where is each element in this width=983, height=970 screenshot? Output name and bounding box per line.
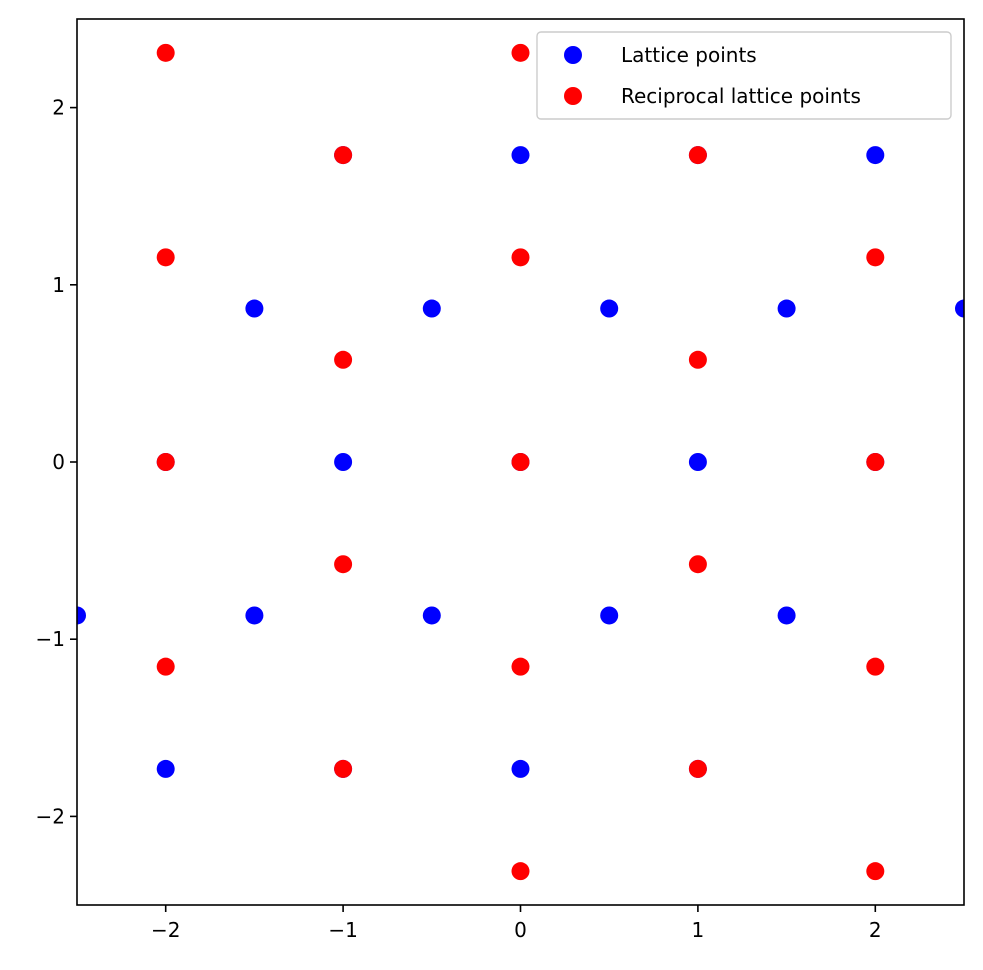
data-point — [777, 606, 796, 625]
data-point — [334, 759, 353, 778]
data-point — [688, 555, 707, 574]
data-point — [511, 43, 530, 62]
x-axis-ticks: −2 −1 0 1 2 — [151, 905, 882, 942]
data-point — [156, 657, 175, 676]
data-point — [245, 606, 264, 625]
x-tick-label: 2 — [869, 918, 882, 942]
y-tick-label: 1 — [52, 273, 65, 297]
axes-frame — [76, 18, 965, 906]
data-point — [511, 453, 530, 471]
data-point — [334, 350, 353, 369]
data-point — [334, 453, 353, 471]
legend-label: Lattice points — [621, 43, 757, 67]
data-point — [511, 759, 530, 778]
y-tick-label: 0 — [52, 450, 65, 474]
legend-marker — [564, 46, 582, 64]
data-point — [334, 146, 353, 165]
data-point — [77, 606, 86, 625]
data-point — [511, 657, 530, 676]
data-point — [866, 453, 885, 471]
y-tick-label: −1 — [36, 627, 65, 651]
data-point — [866, 657, 885, 676]
x-tick-label: −1 — [328, 918, 357, 942]
data-point — [866, 146, 885, 165]
y-tick-label: −2 — [36, 804, 65, 828]
data-point — [600, 606, 619, 625]
x-tick-label: −2 — [151, 918, 180, 942]
data-points — [77, 43, 964, 881]
data-point — [156, 759, 175, 778]
data-point — [511, 146, 530, 165]
y-axis-ticks: −2 −1 0 1 2 — [36, 96, 77, 828]
data-point — [688, 146, 707, 165]
data-point — [156, 43, 175, 62]
y-tick-label: 2 — [52, 96, 65, 120]
x-tick-label: 0 — [514, 918, 527, 942]
data-point — [866, 862, 885, 881]
data-point — [334, 555, 353, 574]
data-point — [511, 248, 530, 267]
data-point — [245, 299, 264, 318]
series-reciprocal-points — [156, 43, 885, 881]
data-point — [511, 862, 530, 881]
data-point — [156, 453, 175, 471]
data-point — [688, 350, 707, 369]
data-point — [955, 299, 964, 318]
legend-marker — [564, 87, 582, 105]
x-tick-label: 1 — [692, 918, 705, 942]
data-point — [688, 759, 707, 778]
data-point — [777, 299, 796, 318]
legend-label: Reciprocal lattice points — [621, 84, 861, 108]
legend-box — [536, 31, 952, 120]
data-point — [422, 299, 441, 318]
legend: Lattice points Reciprocal lattice points — [536, 31, 952, 120]
data-point — [866, 248, 885, 267]
data-point — [600, 299, 619, 318]
data-point — [156, 248, 175, 267]
data-point — [688, 453, 707, 471]
data-point — [422, 606, 441, 625]
